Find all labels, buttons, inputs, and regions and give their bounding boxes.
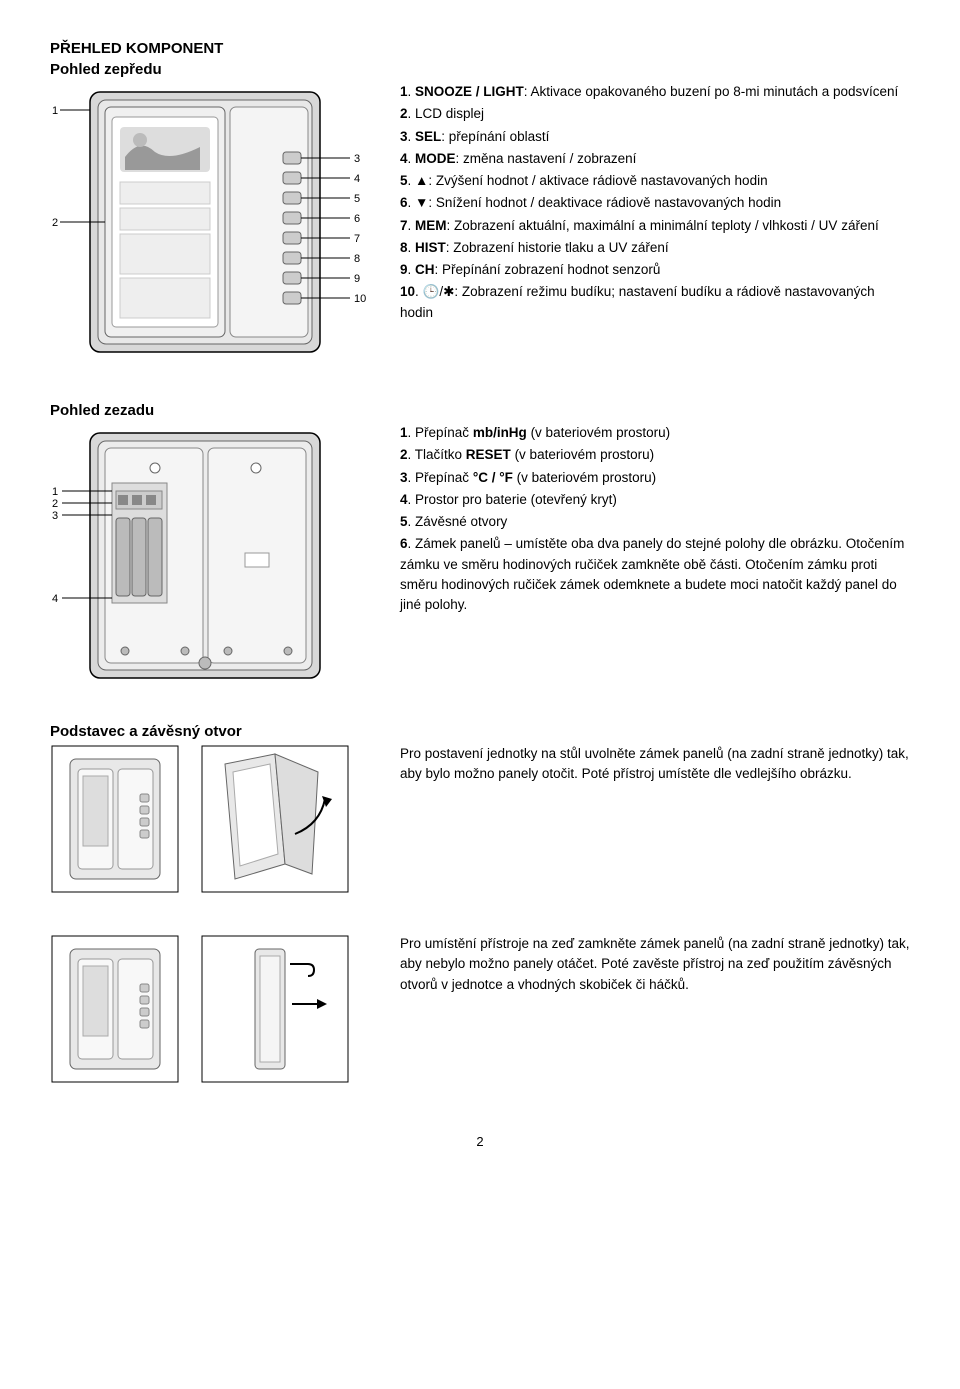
list-item: 8. HIST: Zobrazení historie tlaku a UV z… — [400, 238, 910, 258]
stand-text-2: Pro umístění přístroje na zeď zamkněte z… — [400, 934, 910, 1094]
callout-1: 1 — [52, 105, 58, 117]
front-view-section: 1 2 3 4 5 6 7 8 9 10 1. SNOOZE / LIGHT: … — [50, 82, 910, 372]
list-item: 7. MEM: Zobrazení aktuální, maximální a … — [400, 216, 910, 236]
stand-text-1: Pro postavení jednotky na stůl uvolněte … — [400, 744, 910, 904]
svg-text:9: 9 — [354, 273, 360, 285]
stand-closed-icon — [50, 744, 180, 894]
wall-side-icon — [200, 934, 350, 1084]
list-item: 6. Zámek panelů – umístěte oba dva panel… — [400, 534, 910, 615]
rear-heading: Pohled zezadu — [50, 402, 910, 419]
list-item: 1. SNOOZE / LIGHT: Aktivace opakovaného … — [400, 82, 910, 102]
rear-diagram: 1 2 3 4 — [50, 423, 400, 693]
list-item: 4. MODE: změna nastavení / zobrazení — [400, 149, 910, 169]
rear-view-section: 1 2 3 4 1. Přepínač mb/inHg (v bateriové… — [50, 423, 910, 693]
paragraph: Pro umístění přístroje na zeď zamkněte z… — [400, 934, 910, 995]
list-item: 9. CH: Přepínání zobrazení hodnot senzor… — [400, 260, 910, 280]
svg-text:4: 4 — [52, 593, 58, 605]
stand-heading: Podstavec a závěsný otvor — [50, 723, 910, 740]
list-item: 5. Závěsné otvory — [400, 512, 910, 532]
list-item: 3. SEL: přepínání oblastí — [400, 127, 910, 147]
rear-list: 1. Přepínač mb/inHg (v bateriovém prosto… — [400, 423, 910, 693]
svg-text:6: 6 — [354, 213, 360, 225]
stand-section-1: Pro postavení jednotky na stůl uvolněte … — [50, 744, 910, 904]
stand-section-2: Pro umístění přístroje na zeď zamkněte z… — [50, 934, 910, 1094]
front-diagram: 1 2 3 4 5 6 7 8 9 10 — [50, 82, 400, 372]
front-svg: 1 2 3 4 5 6 7 8 9 10 — [50, 82, 370, 372]
list-item: 3. Přepínač °C / °F (v bateriovém prosto… — [400, 468, 910, 488]
title-line-1: PŘEHLED KOMPONENT — [50, 40, 910, 57]
callout-2: 2 — [52, 217, 58, 229]
list-item: 2. Tlačítko RESET (v bateriovém prostoru… — [400, 445, 910, 465]
title-line-2: Pohled zepředu — [50, 61, 910, 78]
paragraph: Pro postavení jednotky na stůl uvolněte … — [400, 744, 910, 785]
list-item: 1. Přepínač mb/inHg (v bateriovém prosto… — [400, 423, 910, 443]
svg-text:3: 3 — [354, 153, 360, 165]
stand-open-icon — [200, 744, 350, 894]
svg-text:3: 3 — [52, 510, 58, 522]
list-item: 6. ▼: Snížení hodnot / deaktivace rádiov… — [400, 193, 910, 213]
list-item: 2. LCD displej — [400, 104, 910, 124]
stand-diagram-1 — [50, 744, 400, 904]
svg-text:8: 8 — [354, 253, 360, 265]
list-item: 10. 🕒/✱: Zobrazení režimu budíku; nastav… — [400, 282, 910, 323]
stand-diagram-2 — [50, 934, 400, 1094]
list-item: 4. Prostor pro baterie (otevřený kryt) — [400, 490, 910, 510]
list-item: 5. ▲: Zvýšení hodnot / aktivace rádiově … — [400, 171, 910, 191]
front-list: 1. SNOOZE / LIGHT: Aktivace opakovaného … — [400, 82, 910, 372]
svg-text:10: 10 — [354, 293, 366, 305]
page-number: 2 — [50, 1134, 910, 1149]
svg-text:4: 4 — [354, 173, 360, 185]
svg-text:2: 2 — [52, 498, 58, 510]
rear-svg: 1 2 3 4 — [50, 423, 370, 693]
svg-text:7: 7 — [354, 233, 360, 245]
wall-front-icon — [50, 934, 180, 1084]
svg-text:1: 1 — [52, 486, 58, 498]
svg-text:5: 5 — [354, 193, 360, 205]
